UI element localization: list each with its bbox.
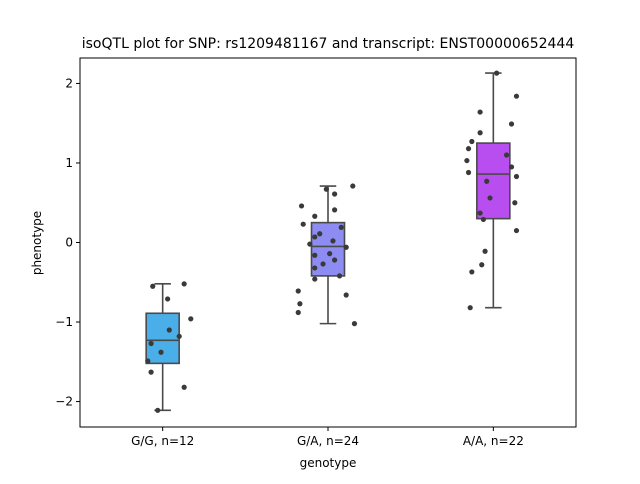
data-point [300, 221, 306, 227]
data-point [320, 261, 326, 267]
data-point [508, 164, 515, 170]
x-tick-label: A/A, n=22 [463, 434, 524, 448]
data-point [150, 283, 156, 289]
data-point [513, 227, 520, 234]
box-group [295, 183, 358, 327]
data-point [469, 269, 475, 275]
data-point [330, 238, 336, 244]
data-point [332, 257, 338, 263]
y-tick-label: −1 [55, 315, 73, 329]
box-group [464, 70, 520, 311]
data-point [503, 152, 510, 158]
data-point [188, 316, 194, 322]
data-point [508, 121, 515, 127]
data-point [482, 248, 488, 254]
data-point [307, 241, 313, 247]
data-point [312, 276, 318, 282]
data-point [343, 292, 349, 298]
data-point [480, 216, 487, 223]
data-point [148, 340, 154, 347]
data-point [332, 207, 338, 213]
data-point [312, 234, 318, 240]
data-point [317, 231, 323, 237]
y-tick-label: 1 [65, 156, 73, 170]
data-point [145, 358, 151, 364]
data-point [469, 138, 475, 145]
data-point [343, 244, 349, 250]
data-point [323, 186, 329, 192]
data-point [166, 327, 172, 333]
data-point [477, 210, 483, 216]
y-axis-label: phenotype [30, 211, 44, 275]
data-point [512, 200, 518, 206]
data-point [338, 224, 344, 230]
box-iqr [145, 312, 180, 365]
data-point [467, 305, 473, 311]
data-point [487, 195, 493, 201]
data-point [477, 109, 483, 115]
data-point [350, 183, 356, 189]
box-group [145, 281, 194, 413]
data-point [165, 296, 171, 302]
data-point [513, 173, 520, 180]
data-point [298, 203, 305, 209]
data-point [312, 252, 318, 258]
x-tick-label: G/G, n=12 [131, 434, 194, 448]
x-tick-label: G/A, n=24 [297, 434, 359, 448]
data-point [176, 333, 182, 339]
x-axis-label: genotype [300, 456, 357, 470]
data-point [479, 262, 485, 268]
data-point [327, 251, 333, 257]
data-point [297, 301, 303, 307]
data-point [312, 213, 318, 219]
data-point [351, 321, 358, 327]
axes: −2 −1 0 1 2 G/G, n=12 G/A, n=24 A/A, n=22 [55, 57, 577, 448]
data-point [513, 93, 520, 99]
data-point [295, 288, 301, 294]
data-point [465, 146, 472, 152]
data-point [158, 349, 164, 355]
data-point [181, 281, 187, 287]
plot-area [145, 70, 520, 413]
data-point [465, 169, 472, 176]
y-tick-label: 0 [65, 236, 73, 250]
data-point [181, 384, 187, 390]
chart-title: isoQTL plot for SNP: rs1209481167 and tr… [82, 36, 575, 52]
data-point [148, 369, 154, 375]
data-point [332, 191, 338, 197]
data-point [295, 309, 301, 316]
data-point [477, 130, 483, 136]
data-point [155, 407, 161, 413]
data-point [336, 273, 343, 279]
data-point [464, 157, 470, 164]
y-tick-label: −2 [55, 395, 73, 409]
y-tick-label: 2 [65, 76, 73, 90]
data-point [312, 265, 318, 271]
data-point [484, 178, 490, 184]
data-point [494, 70, 500, 76]
